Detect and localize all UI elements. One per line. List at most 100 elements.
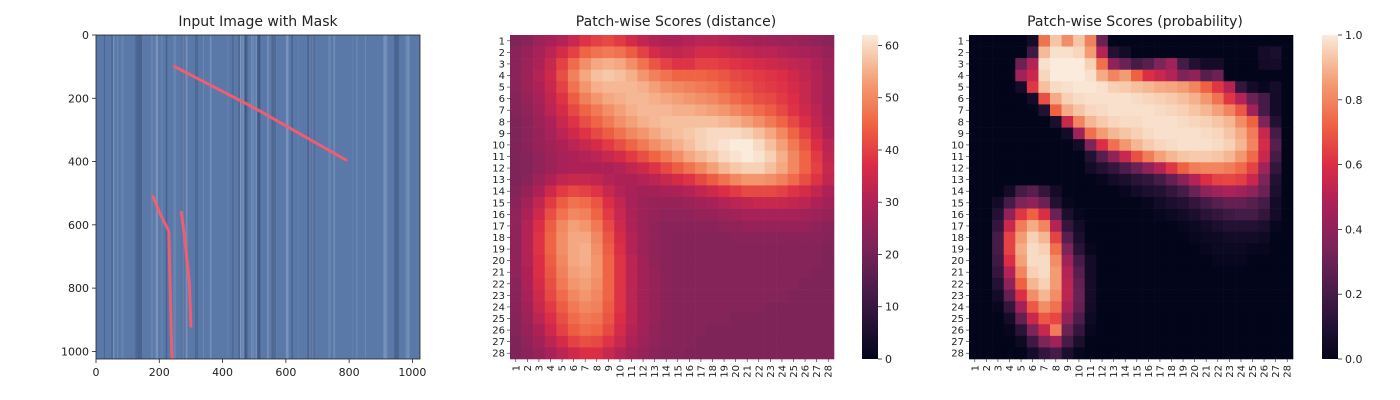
heatmap-cell xyxy=(672,243,684,256)
heatmap-cell xyxy=(1177,335,1190,348)
heatmap-cell xyxy=(1050,312,1062,325)
heatmap-cell xyxy=(822,127,835,140)
heatmap-cell xyxy=(648,208,661,221)
heatmap-cell xyxy=(822,92,835,105)
heatmap-cell xyxy=(672,185,684,198)
heatmap-cell xyxy=(1003,208,1016,221)
image-grain xyxy=(238,35,240,359)
heatmap-cell xyxy=(660,278,673,290)
heatmap-cell xyxy=(1188,324,1201,337)
heatmap-cell xyxy=(1154,69,1167,82)
heatmap-cell xyxy=(1142,127,1155,140)
heatmap-cell xyxy=(753,35,765,47)
heatmap-cell xyxy=(799,162,812,175)
heatmap-cell xyxy=(510,254,522,267)
heatmap-cell xyxy=(992,150,1005,163)
heatmap-cell xyxy=(1246,35,1259,47)
heatmap-cell xyxy=(591,185,603,198)
heatmap-cell xyxy=(992,104,1005,117)
heatmap-cell xyxy=(1131,185,1143,198)
colorbar-tick-label: 0.0 xyxy=(1345,353,1363,366)
heatmap-cell xyxy=(1084,116,1097,128)
heatmap-cell xyxy=(1015,81,1028,94)
heatmap-cell xyxy=(602,92,615,105)
heatmap-cell xyxy=(591,289,603,302)
heatmap-cell xyxy=(1165,289,1178,302)
row-tick-label: 18 xyxy=(951,233,964,244)
heatmap-cell xyxy=(1200,173,1213,186)
heatmap-cell xyxy=(660,324,673,337)
heatmap-cell xyxy=(533,185,546,198)
heatmap-cell xyxy=(1015,266,1028,279)
heatmap-cell xyxy=(799,197,812,209)
heatmap-cell xyxy=(660,81,673,94)
heatmap-cell xyxy=(648,312,661,325)
image-grain xyxy=(298,35,299,359)
heatmap-cell xyxy=(1269,46,1282,59)
heatmap-cell xyxy=(787,69,800,82)
heatmap-cell xyxy=(1026,127,1039,140)
heatmap-cell xyxy=(591,243,603,256)
heatmap-cell xyxy=(567,69,580,82)
heatmap-cell xyxy=(729,301,742,314)
row-tick-label: 5 xyxy=(958,83,964,94)
image-grain xyxy=(139,35,142,359)
heatmap-cell xyxy=(672,335,684,348)
heatmap-cell xyxy=(591,266,603,279)
heatmap-cell xyxy=(753,243,765,256)
heatmap-cell xyxy=(695,162,708,175)
heatmap-cell xyxy=(1258,81,1271,94)
heatmap-cell xyxy=(1223,35,1236,47)
heatmap-cell xyxy=(1154,231,1167,244)
heatmap-cell xyxy=(683,266,696,279)
heatmap-cell xyxy=(1165,324,1178,337)
heatmap-cell xyxy=(764,58,777,71)
heatmap-cell xyxy=(591,150,603,163)
heatmap-cell xyxy=(1165,173,1178,186)
heatmap-cell xyxy=(521,324,534,337)
row-tick-label: 10 xyxy=(492,140,505,151)
heatmap-cell xyxy=(1131,278,1143,290)
image-grain xyxy=(173,35,177,359)
heatmap-cell xyxy=(1281,312,1294,325)
image-grain xyxy=(275,35,277,359)
heatmap-cell xyxy=(510,278,522,290)
heatmap-cell xyxy=(1119,220,1132,233)
column-tick-label: 3 xyxy=(534,365,545,371)
heatmap-cell xyxy=(533,289,546,302)
heatmap-cell xyxy=(1200,139,1213,152)
heatmap-cell xyxy=(980,150,993,163)
heatmap-cell xyxy=(1131,162,1143,175)
heatmap-cell xyxy=(660,254,673,267)
heatmap-cell xyxy=(556,35,569,47)
heatmap-cell xyxy=(1246,266,1259,279)
heatmap-cell xyxy=(1096,335,1109,348)
heatmap-cell xyxy=(567,162,580,175)
heatmap-cell xyxy=(660,243,673,256)
heatmap-cell xyxy=(602,150,615,163)
row-tick-label: 11 xyxy=(951,152,964,163)
heatmap-cell xyxy=(1142,104,1155,117)
image-grain xyxy=(285,35,288,359)
image-grain xyxy=(183,35,187,359)
heatmap-cell xyxy=(1235,173,1248,186)
heatmap-cell xyxy=(1188,69,1201,82)
heatmap-cell xyxy=(1246,312,1259,325)
heatmap-cell xyxy=(1212,116,1224,128)
heatmap-cell xyxy=(799,208,812,221)
heatmap-cell xyxy=(695,254,708,267)
heatmap-cell xyxy=(1119,92,1132,105)
heatmap-cell xyxy=(1177,243,1190,256)
colorbar-tick-label: 10 xyxy=(885,301,899,314)
heatmap-cell xyxy=(729,266,742,279)
row-tick-label: 19 xyxy=(951,245,964,256)
heatmap-cell xyxy=(1119,173,1132,186)
heatmap-cell xyxy=(706,162,719,175)
heatmap-cell xyxy=(1015,289,1028,302)
heatmap-cell xyxy=(1096,127,1109,140)
heatmap-cell xyxy=(1223,58,1236,71)
heatmap-cell xyxy=(741,324,754,337)
heatmap-cell xyxy=(1188,162,1201,175)
column-tick-label: 16 xyxy=(685,365,696,378)
heatmap-cell xyxy=(591,197,603,209)
